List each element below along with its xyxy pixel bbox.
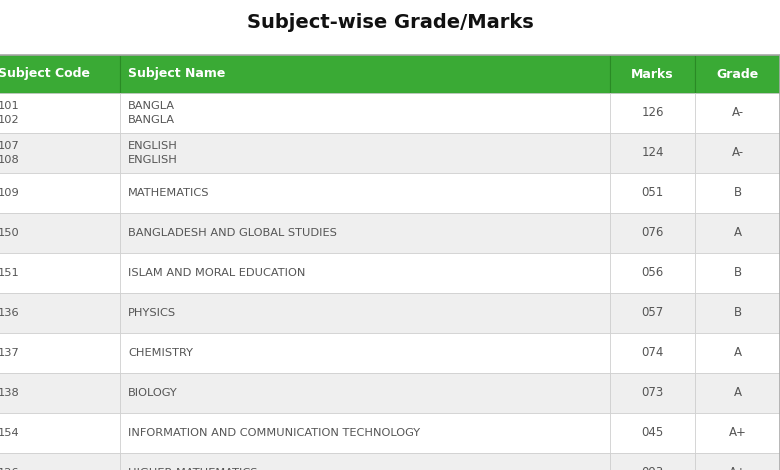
Bar bbox=[0, 173, 120, 213]
Text: 108: 108 bbox=[0, 155, 20, 165]
Bar bbox=[120, 293, 610, 333]
Text: ENGLISH: ENGLISH bbox=[128, 155, 178, 165]
Text: BANGLA: BANGLA bbox=[128, 115, 175, 125]
Text: A+: A+ bbox=[729, 426, 746, 439]
Text: A: A bbox=[733, 386, 742, 400]
Bar bbox=[695, 55, 780, 93]
Bar bbox=[120, 93, 610, 133]
Bar bbox=[695, 133, 780, 173]
Text: ENGLISH: ENGLISH bbox=[128, 141, 178, 151]
Text: B: B bbox=[733, 306, 742, 320]
Text: B: B bbox=[733, 187, 742, 199]
Text: A+: A+ bbox=[729, 467, 746, 470]
Bar bbox=[610, 453, 695, 470]
Text: BANGLA: BANGLA bbox=[128, 101, 175, 111]
Bar bbox=[0, 133, 120, 173]
Text: 150: 150 bbox=[0, 228, 20, 238]
Bar bbox=[0, 93, 120, 133]
Text: 107: 107 bbox=[0, 141, 20, 151]
Bar bbox=[695, 373, 780, 413]
Text: A: A bbox=[733, 227, 742, 240]
Text: A-: A- bbox=[732, 107, 743, 119]
Bar bbox=[695, 253, 780, 293]
Bar bbox=[610, 333, 695, 373]
Bar bbox=[120, 173, 610, 213]
Text: 056: 056 bbox=[641, 266, 664, 280]
Bar bbox=[120, 213, 610, 253]
Text: 051: 051 bbox=[641, 187, 664, 199]
Text: B: B bbox=[733, 266, 742, 280]
Bar bbox=[610, 55, 695, 93]
Bar bbox=[120, 253, 610, 293]
Text: 138: 138 bbox=[0, 388, 20, 398]
Text: 137: 137 bbox=[0, 348, 20, 358]
Text: MATHEMATICS: MATHEMATICS bbox=[128, 188, 210, 198]
Text: BIOLOGY: BIOLOGY bbox=[128, 388, 178, 398]
Bar bbox=[610, 133, 695, 173]
Bar bbox=[695, 413, 780, 453]
Text: 076: 076 bbox=[641, 227, 664, 240]
Text: PHYSICS: PHYSICS bbox=[128, 308, 176, 318]
Bar bbox=[610, 413, 695, 453]
Bar bbox=[610, 93, 695, 133]
Bar bbox=[610, 213, 695, 253]
Bar bbox=[695, 213, 780, 253]
Text: CHEMISTRY: CHEMISTRY bbox=[128, 348, 193, 358]
Bar bbox=[120, 373, 610, 413]
Text: ISLAM AND MORAL EDUCATION: ISLAM AND MORAL EDUCATION bbox=[128, 268, 306, 278]
Bar bbox=[695, 173, 780, 213]
Bar bbox=[0, 213, 120, 253]
Bar bbox=[0, 253, 120, 293]
Bar bbox=[610, 173, 695, 213]
Text: 124: 124 bbox=[641, 147, 664, 159]
Text: 151: 151 bbox=[0, 268, 20, 278]
Bar bbox=[120, 133, 610, 173]
Text: 073: 073 bbox=[641, 386, 664, 400]
Text: 154: 154 bbox=[0, 428, 20, 438]
Text: 057: 057 bbox=[641, 306, 664, 320]
Bar bbox=[695, 293, 780, 333]
Text: BANGLADESH AND GLOBAL STUDIES: BANGLADESH AND GLOBAL STUDIES bbox=[128, 228, 337, 238]
Bar bbox=[0, 333, 120, 373]
Text: A: A bbox=[733, 346, 742, 360]
Text: Subject Code: Subject Code bbox=[0, 68, 90, 80]
Bar bbox=[120, 333, 610, 373]
Bar bbox=[0, 55, 120, 93]
Text: 045: 045 bbox=[641, 426, 664, 439]
Bar bbox=[120, 55, 610, 93]
Text: 126: 126 bbox=[641, 107, 664, 119]
Text: HIGHER MATHEMATICS: HIGHER MATHEMATICS bbox=[128, 468, 257, 470]
Text: Marks: Marks bbox=[631, 68, 674, 80]
Bar bbox=[0, 413, 120, 453]
Bar bbox=[120, 453, 610, 470]
Bar bbox=[610, 293, 695, 333]
Bar bbox=[695, 453, 780, 470]
Text: INFORMATION AND COMMUNICATION TECHNOLOGY: INFORMATION AND COMMUNICATION TECHNOLOGY bbox=[128, 428, 420, 438]
Text: Subject-wise Grade/Marks: Subject-wise Grade/Marks bbox=[246, 13, 534, 31]
Bar bbox=[610, 373, 695, 413]
Text: 074: 074 bbox=[641, 346, 664, 360]
Text: Grade: Grade bbox=[716, 68, 759, 80]
Text: 109: 109 bbox=[0, 188, 20, 198]
Bar bbox=[0, 373, 120, 413]
Text: 102: 102 bbox=[0, 115, 20, 125]
Bar bbox=[695, 93, 780, 133]
Text: 093: 093 bbox=[641, 467, 664, 470]
Text: 101: 101 bbox=[0, 101, 20, 111]
Text: Subject Name: Subject Name bbox=[128, 68, 225, 80]
Bar bbox=[0, 453, 120, 470]
Bar bbox=[0, 293, 120, 333]
Text: A-: A- bbox=[732, 147, 743, 159]
Bar bbox=[120, 413, 610, 453]
Text: 136: 136 bbox=[0, 308, 20, 318]
Text: 126: 126 bbox=[0, 468, 20, 470]
Bar bbox=[610, 253, 695, 293]
Bar bbox=[695, 333, 780, 373]
